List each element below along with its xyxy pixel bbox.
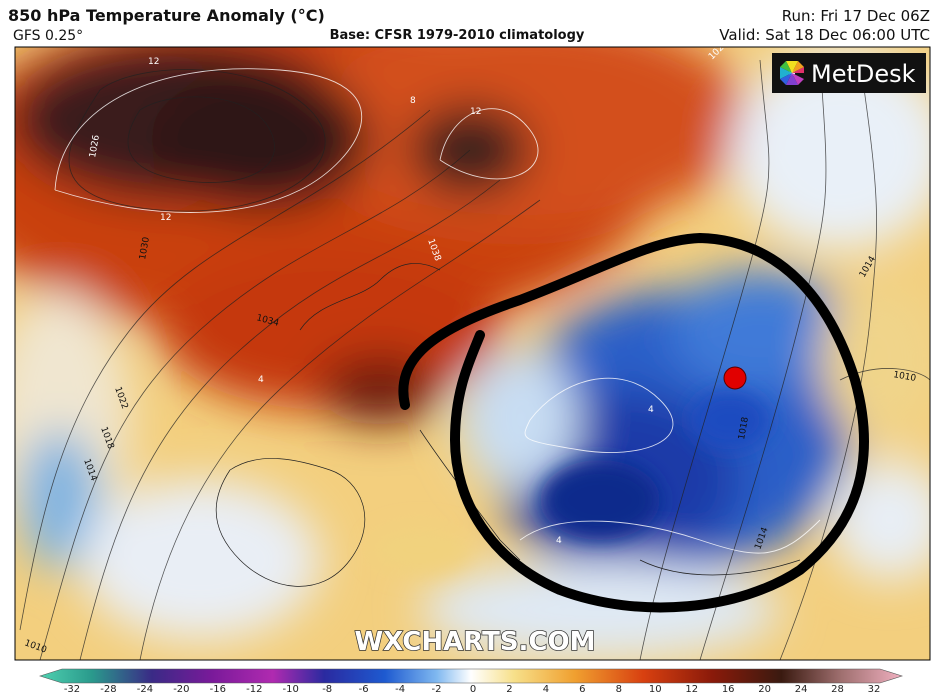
annotation-circle	[398, 232, 869, 613]
colorbar-label: -16	[210, 684, 226, 692]
colorbar-label: -12	[246, 684, 262, 692]
colorbar-label: 2	[506, 684, 512, 692]
contour-label: 8	[410, 96, 416, 106]
contour-label: 1030	[138, 236, 152, 261]
contour-label: 12	[160, 213, 171, 223]
colorbar-ticks: -32 -28 -24 -20 -16 -12 -10 -8 -6 -4 -2 0 2 4 6 8 10 12 16…	[64, 684, 881, 692]
contour-label: 4	[258, 375, 264, 385]
map: 12 1026 12 1030 8 12 1038 1034 1020 1022…	[15, 47, 930, 660]
colorbar-label: 0	[470, 684, 476, 692]
colorbar-label: -8	[322, 684, 332, 692]
colorbar-label: 4	[543, 684, 549, 692]
contour-label: 1010	[892, 370, 917, 384]
colorbar-label: -4	[395, 684, 405, 692]
contour-label: 1026	[88, 134, 102, 159]
colorbar-label: 32	[868, 684, 881, 692]
map-frame	[14, 46, 931, 661]
colorbar-label: 16	[722, 684, 735, 692]
contour-label: 4	[648, 405, 654, 415]
base: Base: CFSR 1979-2010 climatology	[330, 28, 585, 43]
colorbar-label: 10	[649, 684, 662, 692]
colorbar-label: -24	[137, 684, 153, 692]
logo-text: MetDesk	[811, 60, 916, 88]
valid: Valid: Sat 18 Dec 06:00 UTC	[719, 26, 930, 44]
run: Run: Fri 17 Dec 06Z	[782, 7, 930, 25]
colorbar-label: -32	[64, 684, 80, 692]
logo-icon	[780, 61, 804, 85]
colorbar-label: -2	[432, 684, 442, 692]
watermark: WXCHARTS.COM	[354, 627, 595, 657]
colorbar-label: 28	[831, 684, 844, 692]
contour-label: 1018	[737, 416, 751, 441]
colorbar-label: -10	[283, 684, 299, 692]
colorbar-label: 6	[579, 684, 585, 692]
location-dot	[723, 366, 747, 390]
title: 850 hPa Temperature Anomaly (°C)	[8, 6, 325, 25]
colorbar-label: 8	[616, 684, 622, 692]
colorbar-label: 20	[758, 684, 771, 692]
model: GFS 0.25°	[13, 28, 83, 44]
colorbar-label: -28	[100, 684, 116, 692]
colorbar-label: -20	[173, 684, 189, 692]
contour-label: 12	[470, 107, 481, 117]
contour-label: 12	[148, 57, 159, 67]
colorbar-label: 12	[685, 684, 698, 692]
colorbar-label: -6	[359, 684, 369, 692]
colorbar	[39, 668, 903, 684]
contour-label: 4	[556, 536, 562, 546]
colorbar-label: 24	[795, 684, 808, 692]
